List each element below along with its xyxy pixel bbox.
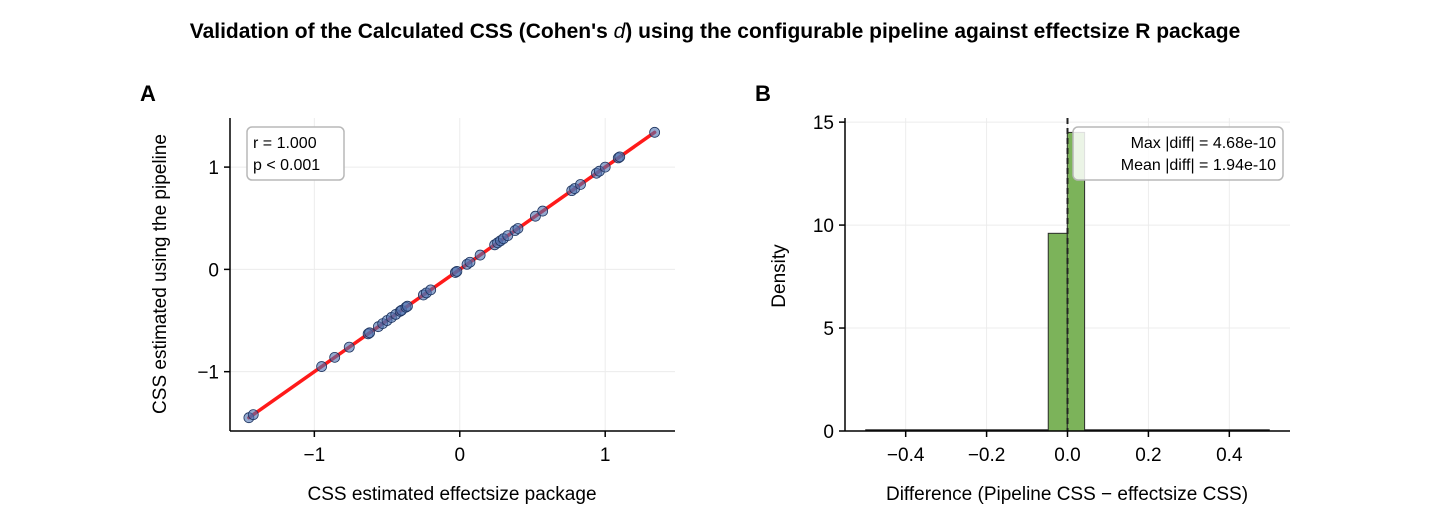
panel-a-point-3 bbox=[329, 351, 341, 363]
panel-a-y-tick-label-2: 1 bbox=[208, 158, 219, 179]
panel-a-x-tick-label-1: 0 bbox=[454, 445, 465, 466]
panel-a-point-20 bbox=[451, 266, 463, 277]
panel-a-label: A bbox=[140, 81, 156, 106]
panel-a-axes bbox=[229, 118, 675, 432]
panel-a-point-30 bbox=[512, 223, 524, 234]
panel-a-x-axis-label: CSS estimated effectsize package bbox=[307, 484, 596, 505]
panel-a-point-38 bbox=[599, 161, 611, 173]
panel-b-y-tick-label-0: 0 bbox=[823, 422, 834, 443]
panel-a-y-tick-label-1: 0 bbox=[208, 260, 219, 281]
panel-a-y-ticks: −1 0 1 bbox=[197, 158, 230, 384]
panel-a-x-tick-label-2: 1 bbox=[600, 445, 611, 466]
panel-b-y-tick-label-2: 10 bbox=[813, 216, 834, 237]
panel-b-y-tick-label-1: 5 bbox=[823, 319, 834, 340]
panel-a-stat-r: r = 1.000 bbox=[253, 135, 317, 152]
panel-b-stat-mean: Mean |diff| = 1.94e-10 bbox=[1121, 157, 1276, 174]
panel-a-point-1 bbox=[247, 409, 259, 421]
panel-a-stats-box-frame bbox=[246, 126, 345, 181]
panel-a-stats-box: r = 1.000 p < 0.001 bbox=[246, 126, 345, 181]
panel-a-point-18 bbox=[425, 284, 437, 296]
panel-a-point-15 bbox=[402, 300, 413, 312]
panel-b-y-ticks: 0 5 10 15 bbox=[813, 113, 845, 443]
panel-b-x-axis-label: Difference (Pipeline CSS − effectsize CS… bbox=[886, 484, 1248, 505]
panel-b-bar-1 bbox=[1047, 232, 1068, 432]
panel-a-point-23 bbox=[474, 249, 486, 261]
panel-b-x-tick-label-3: 0.2 bbox=[1135, 445, 1161, 466]
panel-b-stats-box-frame bbox=[1072, 126, 1284, 181]
panel-a-points bbox=[243, 126, 661, 424]
panel-a-point-32 bbox=[537, 205, 549, 217]
panel-a-point-31 bbox=[529, 210, 541, 222]
panel-b-x-tick-label-2: 0.0 bbox=[1054, 445, 1080, 466]
panel-a-y-axis-label: CSS estimated using the pipeline bbox=[150, 134, 171, 414]
panel-b-x-tick-label-1: −0.2 bbox=[968, 445, 1006, 466]
panel-a-point-35 bbox=[575, 179, 586, 190]
panel-b-x-tick-label-4: 0.4 bbox=[1216, 445, 1243, 466]
panel-b-y-tick-label-3: 15 bbox=[813, 113, 834, 134]
panel-b-label: B bbox=[755, 81, 771, 106]
panel-a-scatter: A −1 0 1 −1 0 1 CSS estimated effectsize pac… bbox=[140, 81, 675, 505]
panel-a-point-6 bbox=[364, 327, 376, 339]
panel-a-point-2 bbox=[316, 361, 328, 372]
panel-b-x-tick-label-0: −0.4 bbox=[887, 445, 925, 466]
panel-a-point-41 bbox=[649, 126, 661, 138]
panel-a-x-ticks: −1 0 1 bbox=[304, 431, 611, 466]
panel-b-stat-max: Max |diff| = 4.68e-10 bbox=[1131, 135, 1277, 152]
panel-b-stats-box: Max |diff| = 4.68e-10 Mean |diff| = 1.94… bbox=[1072, 126, 1284, 181]
panel-a-x-tick-label-0: −1 bbox=[304, 445, 326, 466]
figure-title-symbol: d bbox=[614, 20, 627, 43]
figure-title-suffix: ) using the configurable pipeline agains… bbox=[625, 20, 1240, 43]
panel-a-stat-p: p < 0.001 bbox=[253, 157, 320, 174]
panel-b-histogram: B −0.4 −0.2 0.0 0.2 0.4 0 5 10 15 Difference (P… bbox=[755, 81, 1290, 505]
panel-a-point-28 bbox=[502, 230, 514, 242]
panel-a-y-tick-label-0: −1 bbox=[197, 363, 219, 384]
panel-a-point-4 bbox=[343, 341, 355, 353]
panel-a-point-22 bbox=[464, 256, 476, 268]
panel-b-x-ticks: −0.4 −0.2 0.0 0.2 0.4 bbox=[887, 431, 1243, 466]
panel-b-y-axis-label: Density bbox=[769, 244, 790, 308]
panel-a-point-40 bbox=[614, 151, 626, 163]
figure-title-prefix: Validation of the Calculated CSS (Cohen'… bbox=[190, 20, 614, 43]
figure-title: Validation of the Calculated CSS (Cohen'… bbox=[190, 20, 1241, 43]
